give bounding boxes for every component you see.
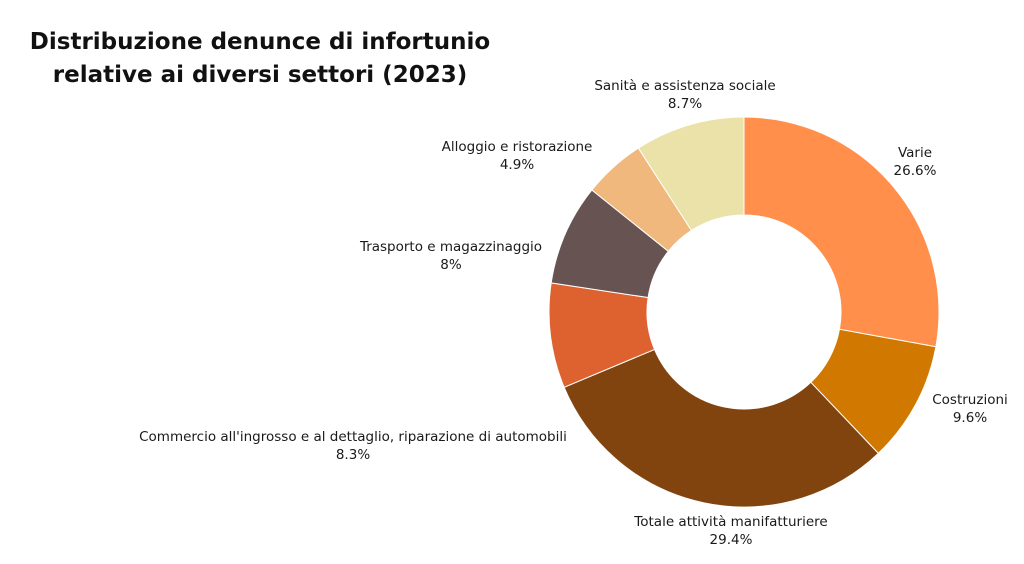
chart-title-line-1: Distribuzione denunce di infortunio bbox=[29, 29, 491, 55]
slice-label-1: Costruzioni bbox=[932, 392, 1008, 408]
slice-label-2: Totale attività manifatturiere bbox=[633, 514, 827, 530]
slice-value-label-2: 29.4% bbox=[710, 532, 753, 548]
slice-6[interactable] bbox=[637, 116, 745, 232]
slice-label-6: Sanità e assistenza sociale bbox=[594, 78, 775, 94]
slice-labels: Varie 26.6% Costruzioni 9.6% Totale attività… bbox=[139, 78, 1008, 548]
slice-value-label-1: 9.6% bbox=[953, 410, 987, 426]
slice-value-label-4: 8% bbox=[440, 257, 462, 273]
chart-title: Distribuzione denunce di infortunio rela… bbox=[20, 26, 500, 92]
slice-label-3: Commercio all'ingrosso e al dettaglio, r… bbox=[139, 429, 567, 445]
slice-value-label-0: 26.6% bbox=[894, 163, 937, 179]
slice-value-label-5: 4.9% bbox=[500, 157, 534, 173]
slice-2[interactable] bbox=[563, 348, 880, 508]
slice-label-4: Trasporto e magazzinaggio bbox=[359, 239, 542, 255]
chart-title-line-2: relative ai diversi settori (2023) bbox=[52, 62, 468, 88]
slice-0[interactable] bbox=[743, 116, 940, 348]
slice-label-5: Alloggio e ristorazione bbox=[442, 139, 593, 155]
slice-value-label-3: 8.3% bbox=[336, 447, 370, 463]
donut-slices bbox=[548, 116, 940, 508]
slice-value-label-6: 8.7% bbox=[668, 96, 702, 112]
slice-label-0: Varie bbox=[898, 145, 932, 161]
